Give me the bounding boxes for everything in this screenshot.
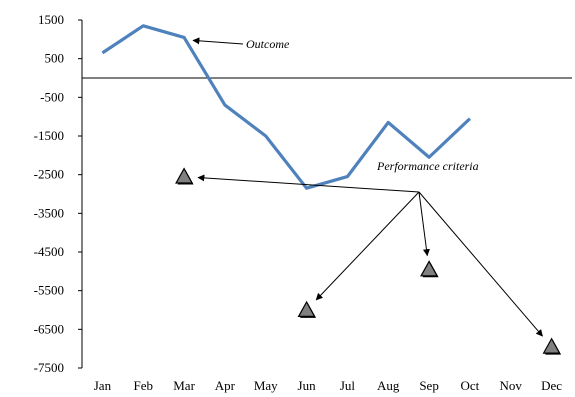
x-tick-label: Jun	[298, 378, 317, 393]
outcome-arrow	[192, 37, 244, 45]
criteria-marker	[420, 260, 439, 277]
x-tick-label: Sep	[419, 378, 439, 393]
x-tick-label: Oct	[461, 378, 480, 393]
y-tick-label: -1500	[34, 128, 64, 143]
criteria-markers	[175, 167, 562, 355]
y-tick-label: -5500	[34, 283, 64, 298]
annotation-arrows	[192, 37, 543, 337]
criteria-marker	[542, 337, 561, 354]
x-tick-label: Mar	[173, 378, 195, 393]
chart-axes	[78, 19, 572, 369]
x-tick-label: Dec	[541, 378, 562, 393]
x-tick-label: Jan	[94, 378, 112, 393]
y-tick-label: 1500	[38, 12, 64, 27]
x-tick-label: Apr	[215, 378, 236, 393]
criteria-marker	[175, 167, 194, 184]
y-tick-label: -3500	[34, 205, 64, 220]
outcome-annotation: Outcome	[246, 37, 290, 51]
criteria-arrow	[197, 174, 420, 193]
criteria-arrow	[418, 191, 430, 257]
series-line	[101, 24, 472, 190]
y-tick-label: -7500	[34, 360, 64, 375]
x-tick-label: Nov	[500, 378, 523, 393]
outcome-series	[101, 24, 472, 190]
x-tick-label: Jul	[340, 378, 356, 393]
criteria-marker	[297, 300, 316, 317]
x-tick-label: Feb	[134, 378, 154, 393]
y-tick-label: -2500	[34, 167, 64, 182]
y-tick-label: -6500	[34, 321, 64, 336]
y-tick-label: -500	[40, 89, 64, 104]
y-tick-labels: 1500 500 -500 -1500 -2500 -3500 -4500 -5500 -650…	[34, 12, 64, 375]
x-tick-label: May	[254, 378, 278, 393]
y-tick-label: -4500	[34, 244, 64, 259]
performance-criteria-annotation: Performance criteria	[376, 159, 479, 173]
y-tick-label: 500	[45, 51, 65, 66]
criteria-arrow	[418, 191, 543, 337]
criteria-arrow	[315, 191, 420, 301]
x-tick-labels: Jan Feb Mar Apr May Jun Jul Aug Sep Oct Nov Dec	[94, 378, 563, 393]
x-tick-label: Aug	[377, 378, 400, 393]
